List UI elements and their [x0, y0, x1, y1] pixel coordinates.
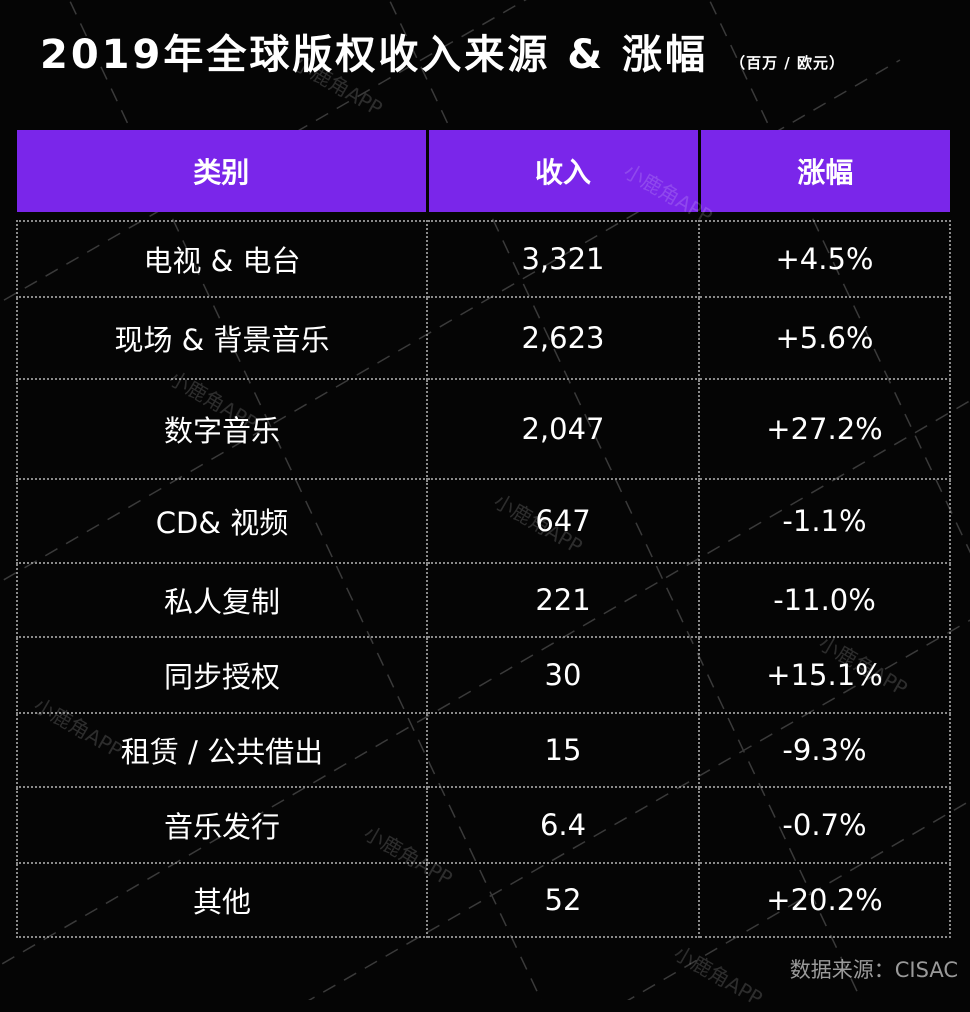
header-category: 类别 [17, 130, 429, 212]
table-row: 数字音乐 2,047 +27.2% [16, 378, 951, 480]
growth-cell: +27.2% [698, 378, 951, 480]
category-cell: 数字音乐 [16, 378, 428, 480]
growth-cell: -1.1% [698, 478, 951, 564]
unit-label: （百万 / 欧元） [730, 54, 845, 72]
revenue-cell: 221 [426, 562, 700, 638]
growth-cell: +4.5% [698, 220, 951, 298]
revenue-cell: 2,047 [426, 378, 700, 480]
header-revenue: 收入 [427, 130, 701, 212]
watermark: 小鹿角APP [669, 940, 767, 1011]
revenue-cell: 2,623 [426, 296, 700, 380]
header-growth: 涨幅 [699, 130, 950, 212]
category-cell: 电视 & 电台 [16, 220, 428, 298]
table-row: 同步授权 30 +15.1% [16, 636, 951, 714]
category-cell: 私人复制 [16, 562, 428, 638]
table-row: 私人复制 221 -11.0% [16, 562, 951, 638]
category-cell: CD& 视频 [16, 478, 428, 564]
revenue-cell: 52 [426, 862, 700, 938]
category-cell: 租赁 / 公共借出 [16, 712, 428, 788]
revenue-cell: 6.4 [426, 786, 700, 864]
table-header-row: 类别 收入 涨幅 [17, 130, 950, 212]
revenue-cell: 15 [426, 712, 700, 788]
revenue-cell: 3,321 [426, 220, 700, 298]
category-cell: 同步授权 [16, 636, 428, 714]
growth-cell: +20.2% [698, 862, 951, 938]
category-cell: 现场 & 背景音乐 [16, 296, 428, 380]
category-cell: 音乐发行 [16, 786, 428, 864]
revenue-table: 类别 收入 涨幅 电视 & 电台 3,321 +4.5% 现场 & 背景音乐 2… [16, 130, 951, 938]
table-row: 其他 52 +20.2% [16, 862, 951, 938]
category-cell: 其他 [16, 862, 428, 938]
source-note: 数据来源：CISAC [789, 958, 958, 982]
growth-cell: -0.7% [698, 786, 951, 864]
revenue-cell: 647 [426, 478, 700, 564]
table-row: 现场 & 背景音乐 2,623 +5.6% [16, 296, 951, 380]
growth-cell: +15.1% [698, 636, 951, 714]
header-gap [17, 212, 950, 221]
table-row: CD& 视频 647 -1.1% [16, 478, 951, 564]
table-row: 音乐发行 6.4 -0.7% [16, 786, 951, 864]
revenue-cell: 30 [426, 636, 700, 714]
title-row: 2019年全球版权收入来源 & 涨幅 （百万 / 欧元） [40, 22, 845, 82]
table-row: 租赁 / 公共借出 15 -9.3% [16, 712, 951, 788]
growth-cell: +5.6% [698, 296, 951, 380]
chart-title: 2019年全球版权收入来源 & 涨幅 [40, 32, 709, 78]
table-row: 电视 & 电台 3,321 +4.5% [16, 220, 951, 298]
growth-cell: -9.3% [698, 712, 951, 788]
growth-cell: -11.0% [698, 562, 951, 638]
